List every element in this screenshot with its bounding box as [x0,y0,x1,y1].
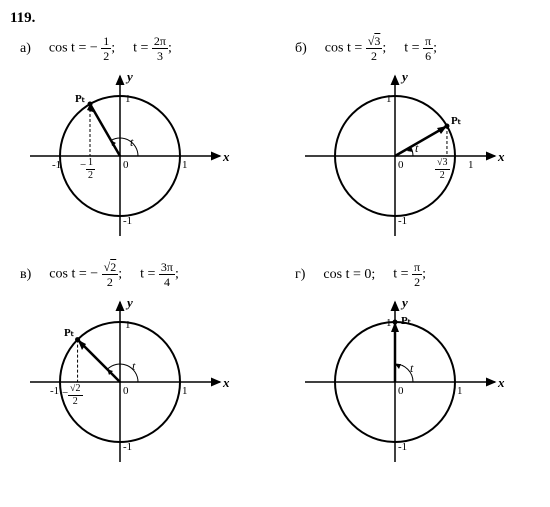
svg-text:1: 1 [182,385,188,397]
svg-text:1: 1 [125,319,131,331]
svg-text:1: 1 [457,385,463,397]
svg-text:Pₜ: Pₜ [451,115,461,127]
formula-b: б) cos t = √32; t = π6; [285,35,540,62]
svg-text:x: x [222,149,230,164]
cos-a: cos t = − 12; [49,35,115,62]
svg-text:0: 0 [123,159,129,171]
cos-b: cos t = √32; [325,35,386,62]
svg-text:t: t [132,359,136,373]
svg-text:x: x [497,375,505,390]
svg-text:t: t [130,135,134,149]
svg-text:-1: -1 [398,441,407,453]
cell-c: в) cos t = − √22; t = 3π4; Pₜ t x y 0 [10,261,265,477]
svg-text:x: x [222,375,230,390]
label-b: б) [295,41,307,57]
cell-b: б) cos t = √32; t = π6; Pₜ t x y 0 [285,35,540,251]
svg-text:-1: -1 [123,215,132,227]
svg-text:y: y [125,69,133,84]
cos-d: cos t = 0; [323,267,375,283]
svg-text:Pₜ: Pₜ [64,327,74,339]
svg-text:Pₜ: Pₜ [401,315,411,327]
svg-text:-1: -1 [123,441,132,453]
t-a: t = 2π3; [133,35,172,62]
diagram-b: Pₜ t x y 0 1 1 -1 √32 [285,66,515,251]
t-b: t = π6; [404,35,437,62]
label-c: в) [20,267,31,283]
svg-text:-1: -1 [52,159,61,171]
diagram-grid: а) cos t = − 12; t = 2π3; Pₜ t x y [10,35,540,477]
svg-text:x: x [497,149,505,164]
diagram-a: Pₜ t x y 0 1 1 -1 -1 − 12 [10,66,240,251]
svg-text:y: y [125,295,133,310]
svg-text:-1: -1 [50,385,59,397]
svg-text:0: 0 [398,159,404,171]
formula-d: г) cos t = 0; t = π2; [285,261,540,288]
svg-text:-1: -1 [398,215,407,227]
cell-d: г) cos t = 0; t = π2; Pₜ t x y 0 1 1 -1 [285,261,540,477]
svg-text:0: 0 [123,385,129,397]
t-d: t = π2; [393,261,426,288]
svg-text:1: 1 [125,93,131,105]
svg-text:y: y [400,69,408,84]
formula-a: а) cos t = − 12; t = 2π3; [10,35,265,62]
svg-text:0: 0 [398,385,404,397]
svg-text:y: y [400,295,408,310]
label-a: а) [20,41,31,57]
svg-text:Pₜ: Pₜ [75,93,85,105]
svg-text:1: 1 [386,93,392,105]
cos-c: cos t = − √22; [49,261,122,288]
t-c: t = 3π4; [140,261,179,288]
svg-text:1: 1 [468,159,474,171]
svg-text:1: 1 [386,317,392,329]
problem-number: 119. [10,10,540,27]
diagram-c: Pₜ t x y 0 1 1 -1 -1 − √22 [10,292,240,477]
formula-c: в) cos t = − √22; t = 3π4; [10,261,265,288]
diagram-d: Pₜ t x y 0 1 1 -1 [285,292,515,477]
svg-text:1: 1 [182,159,188,171]
svg-text:t: t [410,361,414,375]
cell-a: а) cos t = − 12; t = 2π3; Pₜ t x y [10,35,265,251]
label-d: г) [295,267,305,283]
